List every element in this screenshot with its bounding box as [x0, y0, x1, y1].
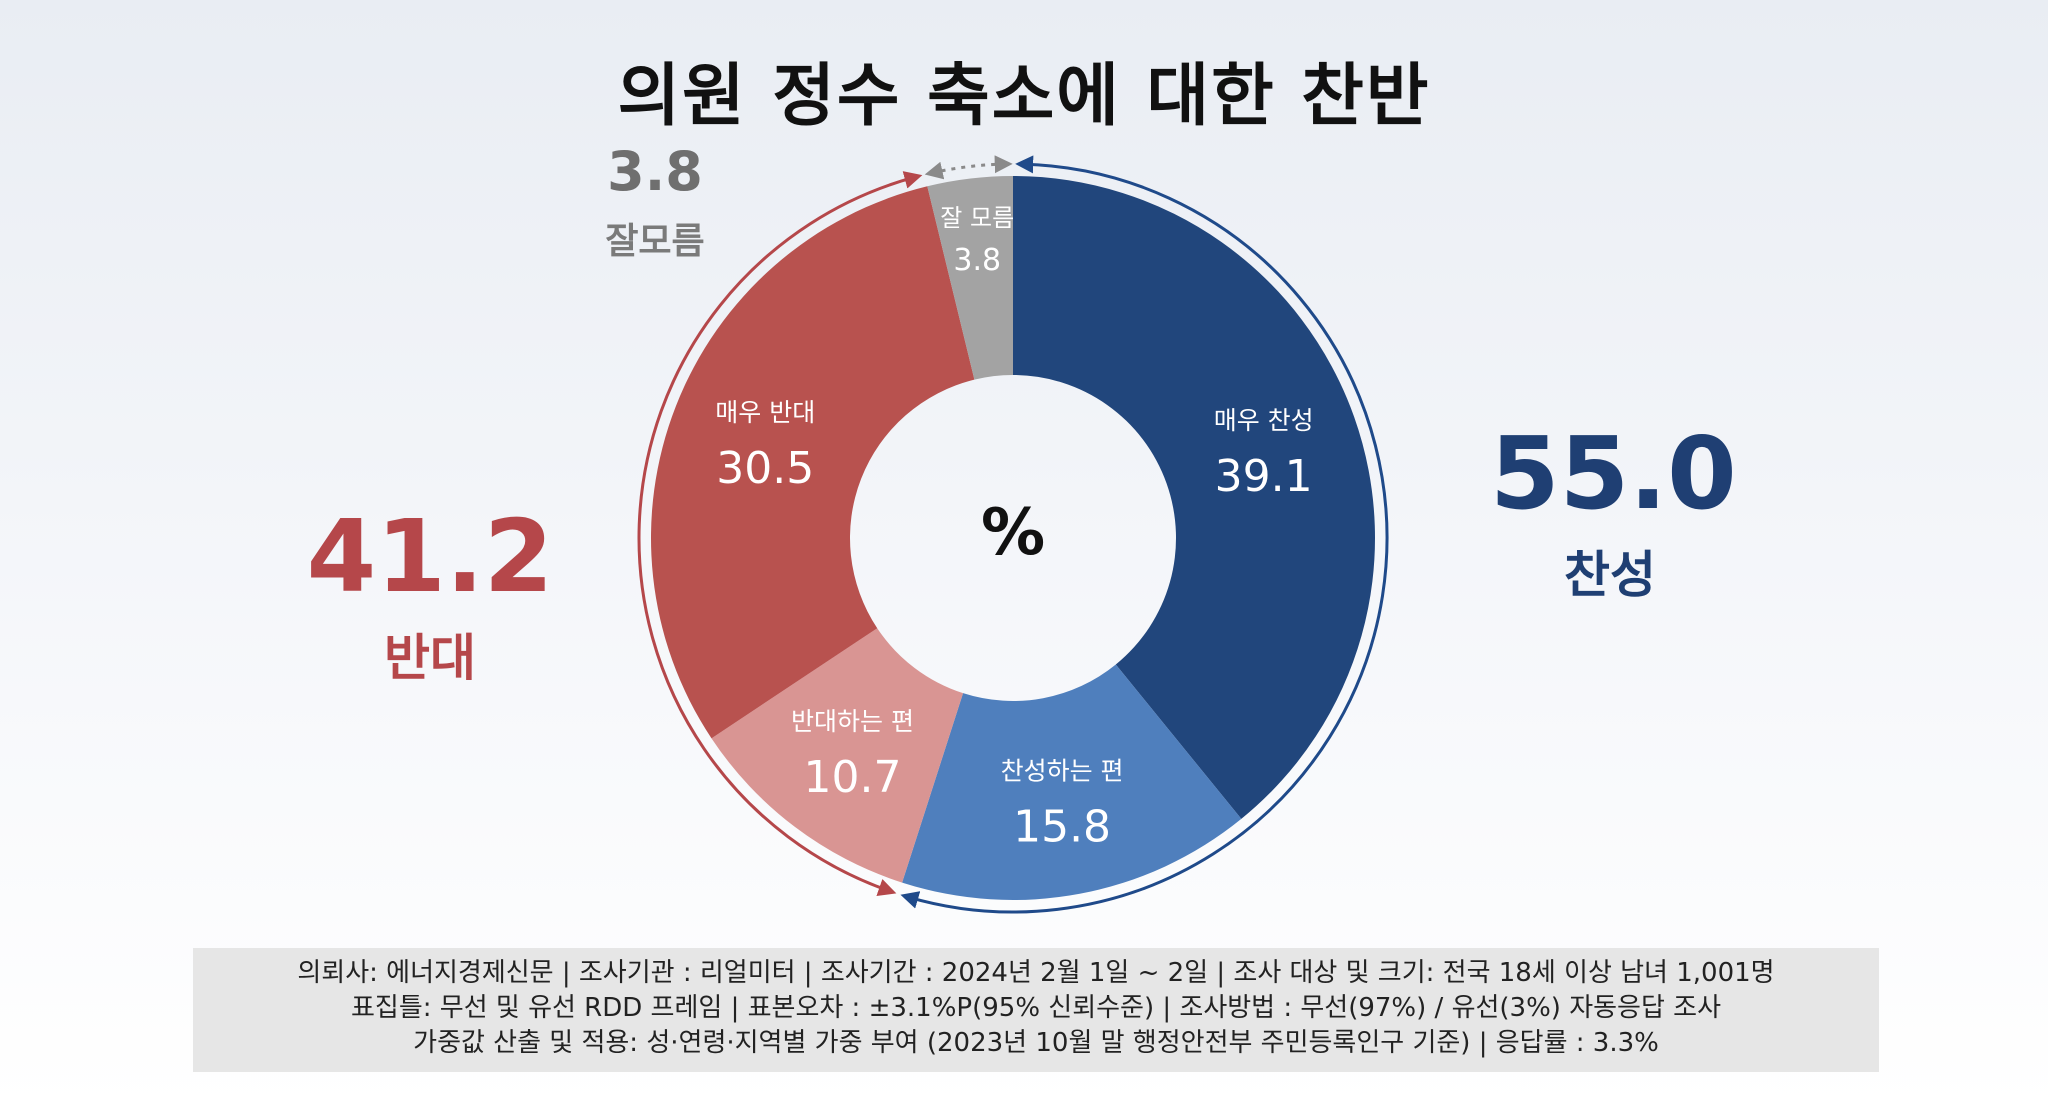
chart-title: 의원 정수 축소에 대한 찬반 [617, 57, 1431, 136]
oppose-total-label: 반대 [384, 629, 476, 687]
center-label: % [981, 496, 1045, 570]
dont-know-bracket-arc [924, 155, 1013, 180]
favor-bracket-arc [900, 155, 1389, 914]
slice-value-반대하는-편: 10.7 [803, 752, 901, 803]
slice-label-매우-찬성: 매우 찬성 [1214, 406, 1314, 435]
footer-line-2: 표집틀: 무선 및 유선 RDD 프레임 | 표본오차 : ±3.1%P(95%… [351, 993, 1721, 1023]
dont-know-total-value: 3.8 [607, 140, 703, 203]
favor-total-label: 찬성 [1564, 546, 1656, 604]
oppose-total-value: 41.2 [306, 498, 554, 615]
donut-chart: 매우 찬성 39.1 찬성하는 편 15.8 반대하는 편 10.7 매우 반대 30.5 잘 … [637, 155, 1389, 914]
slice-label-잘-모름: 잘 모름 [940, 204, 1014, 232]
footer-line-3: 가중값 산출 및 적용: 성·연령·지역별 가중 부여 (2023년 10월 말… [413, 1028, 1659, 1058]
slice-label-반대하는-편: 반대하는 편 [791, 707, 914, 736]
oppose-bracket-arc [637, 171, 923, 896]
slice-label-찬성하는-편: 찬성하는 편 [1001, 756, 1124, 785]
slice-label-매우-반대: 매우 반대 [715, 398, 815, 427]
footer-line-1: 의뢰사: 에너지경제신문 | 조사기관 : 리얼미터 | 조사기간 : 2024… [297, 958, 1775, 988]
slice-value-잘-모름: 3.8 [953, 243, 1001, 278]
slice-value-매우-찬성: 39.1 [1215, 451, 1313, 502]
slice-value-찬성하는-편: 15.8 [1013, 801, 1111, 852]
slice-0 [1013, 176, 1375, 819]
survey-info-footer: 의뢰사: 에너지경제신문 | 조사기관 : 리얼미터 | 조사기간 : 2024… [193, 948, 1879, 1072]
favor-total-value: 55.0 [1490, 415, 1737, 532]
dont-know-total-label: 잘모름 [605, 221, 705, 262]
slice-value-매우-반대: 30.5 [716, 443, 814, 494]
